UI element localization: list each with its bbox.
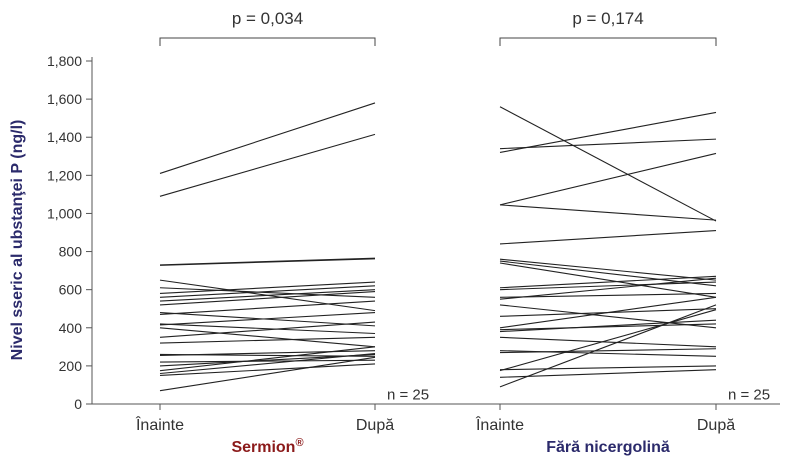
y-tick-label: 1,000 bbox=[47, 205, 82, 221]
y-tick-label: 1,200 bbox=[47, 167, 82, 183]
x-category-label: Înainte bbox=[475, 415, 524, 434]
n-count-label: n = 25 bbox=[387, 386, 429, 403]
subject-line bbox=[499, 230, 717, 245]
y-tick-label: 1,800 bbox=[47, 53, 82, 69]
subject-line bbox=[499, 365, 717, 371]
subject-line bbox=[499, 106, 717, 222]
subject-line bbox=[499, 258, 717, 281]
y-tick-label: 400 bbox=[59, 320, 83, 336]
subject-line bbox=[159, 258, 376, 266]
subject-line bbox=[499, 309, 717, 372]
subject-line bbox=[159, 281, 376, 295]
y-tick-label: 200 bbox=[59, 358, 83, 374]
subject-line bbox=[159, 289, 376, 302]
p-value-label: p = 0,034 bbox=[232, 9, 303, 28]
subject-line bbox=[159, 363, 376, 376]
subject-line bbox=[499, 348, 717, 354]
significance-bracket bbox=[499, 37, 717, 46]
subject-line bbox=[499, 304, 717, 388]
group-label: Fără nicergolină bbox=[546, 439, 670, 456]
x-category-label: După bbox=[356, 417, 394, 434]
x-category-label: După bbox=[697, 417, 735, 434]
y-tick-label: 1,600 bbox=[47, 91, 82, 107]
subject-line bbox=[499, 262, 717, 298]
group-name: Sermion bbox=[231, 439, 295, 456]
subject-line bbox=[499, 336, 717, 348]
x-category-label: Înainte bbox=[135, 415, 184, 434]
group-label: Sermion® bbox=[231, 437, 303, 456]
subject-line bbox=[159, 350, 376, 356]
subject-line bbox=[159, 285, 376, 298]
subject-line bbox=[159, 346, 376, 372]
subject-line bbox=[159, 291, 376, 306]
subject-line bbox=[499, 138, 717, 150]
subject-line bbox=[159, 300, 376, 315]
y-axis-label: Nivel sseric al ubstanţei P (ng/l) bbox=[9, 120, 26, 361]
subject-line bbox=[499, 111, 717, 154]
subject-line bbox=[499, 296, 717, 329]
subject-line bbox=[499, 369, 717, 378]
subject-line bbox=[499, 323, 717, 331]
y-tick-label: 0 bbox=[74, 396, 82, 412]
subject-line bbox=[499, 319, 717, 333]
y-tick-label: 600 bbox=[59, 282, 83, 298]
subject-line bbox=[499, 281, 717, 291]
subject-line bbox=[159, 287, 376, 298]
group-name: Fără nicergolină bbox=[546, 439, 670, 456]
group-superscript: ® bbox=[295, 437, 303, 449]
subject-line bbox=[159, 352, 376, 375]
n-count-label: n = 25 bbox=[728, 386, 770, 403]
subject-line bbox=[499, 277, 717, 300]
subject-line bbox=[159, 321, 376, 338]
subject-line bbox=[499, 204, 717, 221]
subject-line bbox=[499, 304, 717, 329]
subject-line bbox=[499, 275, 717, 289]
subject-line bbox=[159, 356, 376, 392]
y-tick-label: 800 bbox=[59, 244, 83, 260]
subject-line bbox=[159, 311, 376, 326]
subject-line bbox=[159, 327, 376, 348]
subject-line bbox=[499, 152, 717, 206]
significance-bracket bbox=[159, 37, 376, 46]
subject-line bbox=[159, 323, 376, 335]
subject-line bbox=[159, 102, 376, 174]
subject-line bbox=[159, 133, 376, 197]
y-tick-label: 1,400 bbox=[47, 129, 82, 145]
subject-line bbox=[159, 359, 376, 363]
subject-line bbox=[159, 336, 376, 344]
p-value-label: p = 0,174 bbox=[572, 9, 643, 28]
subject-line bbox=[499, 292, 717, 298]
